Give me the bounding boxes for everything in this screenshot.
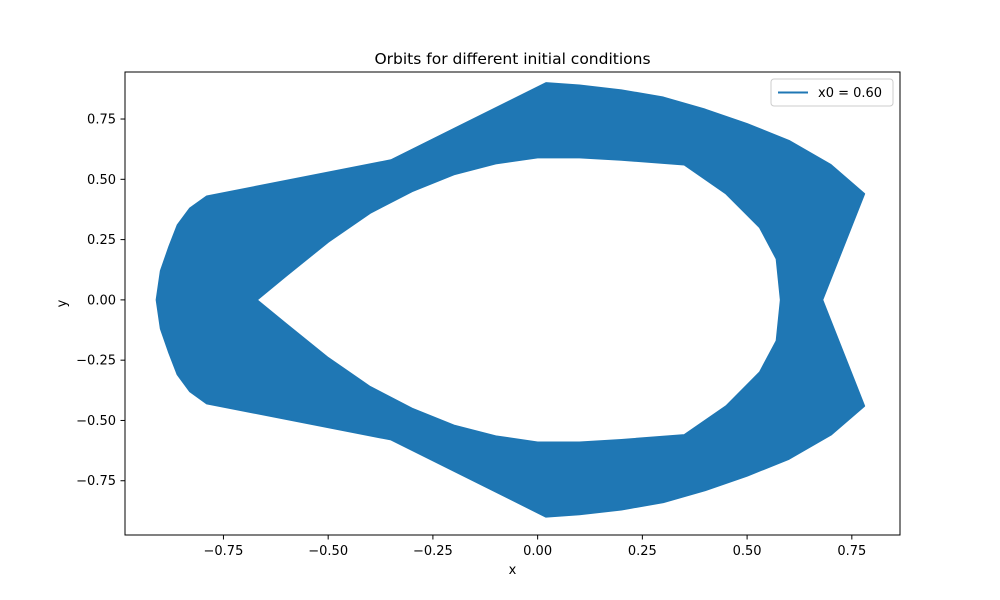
- chart-title: Orbits for different initial conditions: [374, 50, 650, 68]
- legend: x0 = 0.60: [770, 78, 894, 107]
- x-tick-label: −0.75: [204, 544, 244, 559]
- x-tick-label: 0.50: [733, 544, 762, 559]
- x-axis-label: x: [509, 563, 517, 578]
- y-tick-label: 0.25: [87, 233, 116, 248]
- y-tick-label: 0.50: [87, 173, 116, 188]
- x-tick-label: 0.75: [837, 544, 866, 559]
- y-tick-label: −0.25: [76, 354, 116, 369]
- x-axis-ticks: −0.75 −0.50 −0.25 0.00 0.25 0.50 0.75: [204, 535, 866, 559]
- y-axis-ticks: −0.75 −0.50 −0.25 0.00 0.25 0.50 0.75: [76, 113, 125, 489]
- y-tick-label: 0.75: [87, 113, 116, 128]
- axes-frame: [124, 71, 901, 536]
- x-tick-label: −0.50: [308, 544, 348, 559]
- y-tick-label: 0.00: [87, 293, 116, 308]
- x-tick-label: 0.00: [523, 544, 552, 559]
- orbit-band-series-1: [155, 82, 866, 518]
- y-axis-label: y: [55, 299, 70, 307]
- plot-area: [155, 82, 866, 518]
- y-tick-label: −0.50: [76, 414, 116, 429]
- x-tick-label: −0.25: [413, 544, 453, 559]
- x-tick-label: 0.25: [628, 544, 657, 559]
- legend-box: [770, 78, 894, 107]
- y-tick-label: −0.75: [76, 474, 116, 489]
- legend-label-series-1: x0 = 0.60: [818, 86, 882, 101]
